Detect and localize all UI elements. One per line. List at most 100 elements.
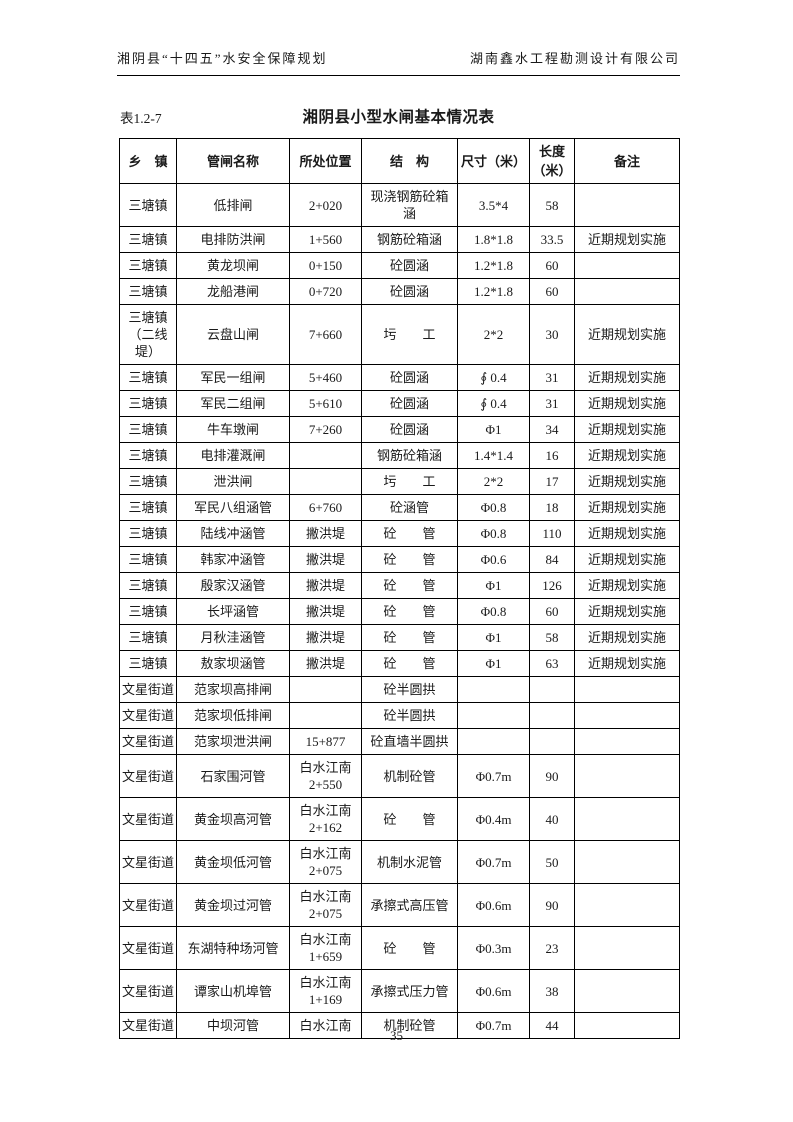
cell-location: 2+020 [289,183,362,227]
cell-structure: 砼圆涵 [361,278,458,305]
cell-township: 三塘镇 [119,494,177,521]
cell-length: 33.5 [529,226,575,253]
cell-size [457,702,530,729]
table-caption: 表1.2-7 湘阴县小型水闸基本情况表 [117,104,680,128]
cell-size: Φ0.8 [457,520,530,547]
table-row: 文星街道 黄金坝过河管 白水江南 2+075 承擦式高压管 Φ0.6m 90 [119,883,680,927]
cell-gate-name: 陆线冲涵管 [176,520,290,547]
col-header-size: 尺寸（米） [457,138,530,184]
cell-township: 文星街道 [119,969,177,1013]
cell-size: 1.8*1.8 [457,226,530,253]
cell-location: 撇洪堤 [289,546,362,573]
cell-length: 60 [529,252,575,279]
cell-township: 文星街道 [119,1012,177,1039]
col-header-location: 所处位置 [289,138,362,184]
cell-length: 23 [529,926,575,970]
table-row: 三塘镇 长坪涵管 撇洪堤砼 管 Φ0.8 60 近期规划实施 [119,598,680,625]
cell-length: 126 [529,572,575,599]
cell-size: Φ1 [457,650,530,677]
page-number: 35 [390,1028,403,1043]
cell-length: 60 [529,598,575,625]
table-row: 三塘镇 龙船港闸 0+720 砼圆涵 1.2*1.8 60 [119,278,680,305]
cell-location: 撇洪堤 [289,624,362,651]
cell-structure: 砼涵管 [361,494,458,521]
cell-remark [574,969,680,1013]
cell-remark: 近期规划实施 [574,416,680,443]
cell-gate-name: 龙船港闸 [176,278,290,305]
cell-gate-name: 长坪涵管 [176,598,290,625]
cell-location [289,468,362,495]
cell-gate-name: 范家坝泄洪闸 [176,728,290,755]
running-header: 湘阴县“十四五”水安全保障规划 湖南鑫水工程勘测设计有限公司 [117,50,680,76]
cell-remark [574,883,680,927]
table-row: 三塘镇 韩家冲涵管 撇洪堤砼 管 Φ0.6 84 近期规划实施 [119,546,680,573]
cell-length: 31 [529,390,575,417]
cell-remark: 近期规划实施 [574,442,680,469]
cell-gate-name: 泄洪闸 [176,468,290,495]
table-row: 三塘镇 殷家汉涵管 撇洪堤砼 管 Φ1 126 近期规划实施 [119,572,680,599]
cell-remark: 近期规划实施 [574,364,680,391]
cell-length: 34 [529,416,575,443]
cell-remark: 近期规划实施 [574,304,680,365]
table-row: 文星街道 黄金坝高河管 白水江南 2+162 砼 管 Φ0.4m 40 [119,797,680,841]
cell-township: 文星街道 [119,728,177,755]
cell-size: 2*2 [457,468,530,495]
cell-gate-name: 范家坝低排闸 [176,702,290,729]
table-row: 三塘镇 电排防洪闸 1+560 钢筋砼箱涵 1.8*1.8 33.5 近期规划实施 [119,226,680,253]
cell-gate-name: 军民二组闸 [176,390,290,417]
cell-remark: 近期规划实施 [574,494,680,521]
cell-township: 三塘镇 [119,572,177,599]
cell-remark: 近期规划实施 [574,650,680,677]
cell-location: 撇洪堤 [289,598,362,625]
cell-size: Φ0.4m [457,797,530,841]
cell-township: 三塘镇 [119,442,177,469]
cell-township: 三塘镇 [119,520,177,547]
table-row: 文星街道 黄金坝低河管 白水江南 2+075 机制水泥管 Φ0.7m 50 [119,840,680,884]
table-caption-label: 表1.2-7 [120,111,162,126]
cell-structure: 砼 管 [361,520,458,547]
cell-structure: 承擦式高压管 [361,883,458,927]
cell-location: 白水江南 1+659 [289,926,362,970]
cell-remark [574,183,680,227]
cell-location: 6+760 [289,494,362,521]
cell-gate-name: 军民八组涵管 [176,494,290,521]
cell-location: 白水江南 2+075 [289,883,362,927]
cell-structure: 机制水泥管 [361,840,458,884]
cell-township: 三塘镇 [119,598,177,625]
cell-gate-name: 月秋洼涵管 [176,624,290,651]
cell-location: 白水江南 2+075 [289,840,362,884]
cell-length: 110 [529,520,575,547]
cell-structure: 砼 管 [361,650,458,677]
cell-size: Φ1 [457,624,530,651]
cell-length [529,702,575,729]
cell-gate-name: 牛车墩闸 [176,416,290,443]
table-row: 三塘镇 低排闸 2+020 现浇钢筋砼箱 涵 3.5*4 58 [119,183,680,227]
cell-location: 7+660 [289,304,362,365]
table-row: 三塘镇 敖家坝涵管 撇洪堤砼 管 Φ1 63 近期规划实施 [119,650,680,677]
table-row: 文星街道 东湖特种场河管 白水江南 1+659 砼 管 Φ0.3m 23 [119,926,680,970]
cell-size [457,676,530,703]
cell-township: 文星街道 [119,797,177,841]
cell-remark: 近期规划实施 [574,226,680,253]
cell-length: 63 [529,650,575,677]
cell-location: 撇洪堤 [289,650,362,677]
cell-location: 撇洪堤 [289,520,362,547]
cell-remark [574,840,680,884]
cell-gate-name: 范家坝高排闸 [176,676,290,703]
cell-township: 三塘镇 [119,183,177,227]
table-row: 三塘镇 （二线 堤） 云盘山闸 7+660 圬 工 2*2 30 近期规划实施 [119,304,680,365]
cell-township: 三塘镇 [119,650,177,677]
cell-gate-name: 军民一组闸 [176,364,290,391]
cell-gate-name: 电排防洪闸 [176,226,290,253]
cell-township: 文星街道 [119,676,177,703]
table-row: 文星街道 范家坝泄洪闸 15+877 砼直墙半圆拱 [119,728,680,755]
cell-structure: 砼半圆拱 [361,676,458,703]
cell-length [529,728,575,755]
cell-structure: 机制砼管 [361,1012,458,1039]
cell-township: 三塘镇 [119,624,177,651]
cell-gate-name: 敖家坝涵管 [176,650,290,677]
cell-location: 0+150 [289,252,362,279]
cell-structure: 机制砼管 [361,754,458,798]
running-header-left: 湘阴县“十四五”水安全保障规划 [117,51,328,66]
